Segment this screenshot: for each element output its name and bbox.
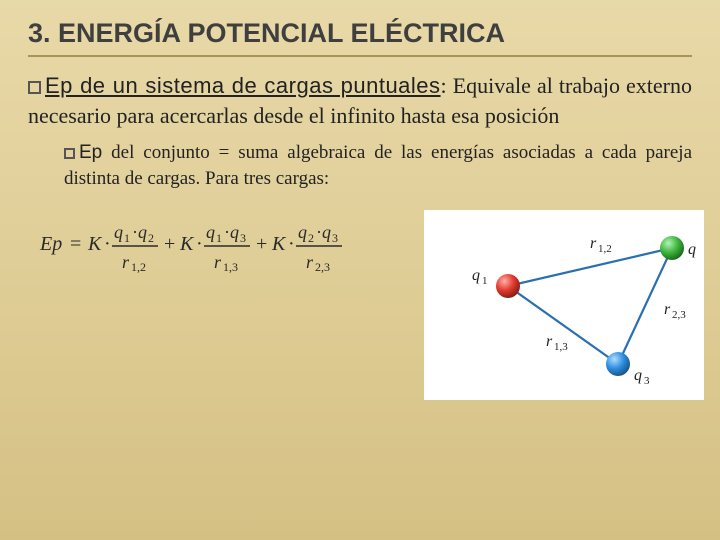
- bullet-icon: [28, 81, 41, 94]
- svg-text:·: ·: [288, 233, 295, 255]
- svg-text:3: 3: [644, 375, 650, 387]
- svg-text:q: q: [322, 222, 331, 242]
- svg-text:K: K: [179, 233, 195, 255]
- svg-text:r: r: [546, 333, 553, 350]
- svg-text:r: r: [306, 252, 314, 272]
- svg-text:3: 3: [332, 231, 338, 245]
- svg-text:1: 1: [216, 231, 222, 245]
- svg-text:1,2: 1,2: [598, 243, 612, 255]
- slide-title: 3. ENERGÍA POTENCIAL ELÉCTRICA: [28, 18, 692, 57]
- svg-text:·: ·: [104, 233, 111, 255]
- svg-text:1,3: 1,3: [223, 260, 238, 274]
- svg-text:+: +: [256, 233, 267, 255]
- svg-text:q: q: [688, 241, 696, 258]
- svg-text:r: r: [590, 235, 597, 252]
- svg-text:2,3: 2,3: [672, 309, 686, 321]
- equation: Ep=K·q1·q2r1,2+K·q1·q3r1,3+K·q2·q3r2,3: [34, 210, 404, 280]
- sub-lead: Ep: [79, 142, 102, 163]
- svg-text:1: 1: [482, 275, 488, 287]
- sub-bullet: Ep del conjunto = suma algebraica de las…: [28, 140, 692, 191]
- content-row: Ep=K·q1·q2r1,2+K·q1·q3r1,3+K·q2·q3r2,3 r…: [28, 210, 692, 400]
- svg-text:q: q: [634, 367, 642, 384]
- main-lead-suffix: :: [441, 73, 447, 98]
- svg-text:q: q: [138, 222, 147, 242]
- svg-text:q: q: [206, 222, 215, 242]
- diagram-svg: r1,2r2,3r1,3q1q2q3: [432, 220, 696, 390]
- svg-text:2: 2: [148, 231, 154, 245]
- svg-text:2: 2: [308, 231, 314, 245]
- triangle-diagram: r1,2r2,3r1,3q1q2q3: [424, 210, 704, 400]
- svg-text:r: r: [214, 252, 222, 272]
- svg-text:K: K: [271, 233, 287, 255]
- svg-text:1: 1: [124, 231, 130, 245]
- sub-body: del conjunto = suma algebraica de las en…: [64, 142, 692, 189]
- bullet-icon: [64, 148, 75, 159]
- svg-text:q: q: [298, 222, 307, 242]
- svg-text:3: 3: [240, 231, 246, 245]
- svg-text:r: r: [122, 252, 130, 272]
- svg-text:r: r: [664, 301, 671, 318]
- svg-text:1,2: 1,2: [131, 260, 146, 274]
- svg-text:1,3: 1,3: [554, 341, 568, 353]
- main-lead: Ep de un sistema de cargas puntuales: [45, 73, 441, 98]
- svg-text:2,3: 2,3: [315, 260, 330, 274]
- main-bullet: Ep de un sistema de cargas puntuales: Eq…: [28, 71, 692, 130]
- equation-svg: Ep=K·q1·q2r1,2+K·q1·q3r1,3+K·q2·q3r2,3: [34, 210, 404, 280]
- svg-text:·: ·: [196, 233, 203, 255]
- svg-text:q: q: [230, 222, 239, 242]
- svg-text:Ep: Ep: [39, 233, 62, 255]
- svg-text:q: q: [472, 267, 480, 284]
- svg-text:K: K: [87, 233, 103, 255]
- svg-text:+: +: [164, 233, 175, 255]
- slide: 3. ENERGÍA POTENCIAL ELÉCTRICA Ep de un …: [0, 0, 720, 400]
- svg-text:q: q: [114, 222, 123, 242]
- svg-text:=: =: [70, 233, 81, 255]
